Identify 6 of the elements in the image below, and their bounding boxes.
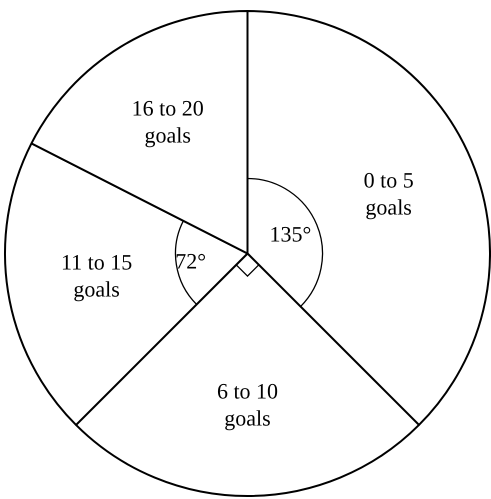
data-label: 135° [270, 221, 312, 246]
slice-label: 6 to 10 goals [216, 378, 278, 431]
slice-label: 0 to 5 goals [364, 167, 414, 220]
slice-label: 16 to 20 goals [132, 96, 204, 148]
data-label: 72° [175, 248, 206, 274]
slice-label: 11 to 15 goals [60, 250, 132, 302]
